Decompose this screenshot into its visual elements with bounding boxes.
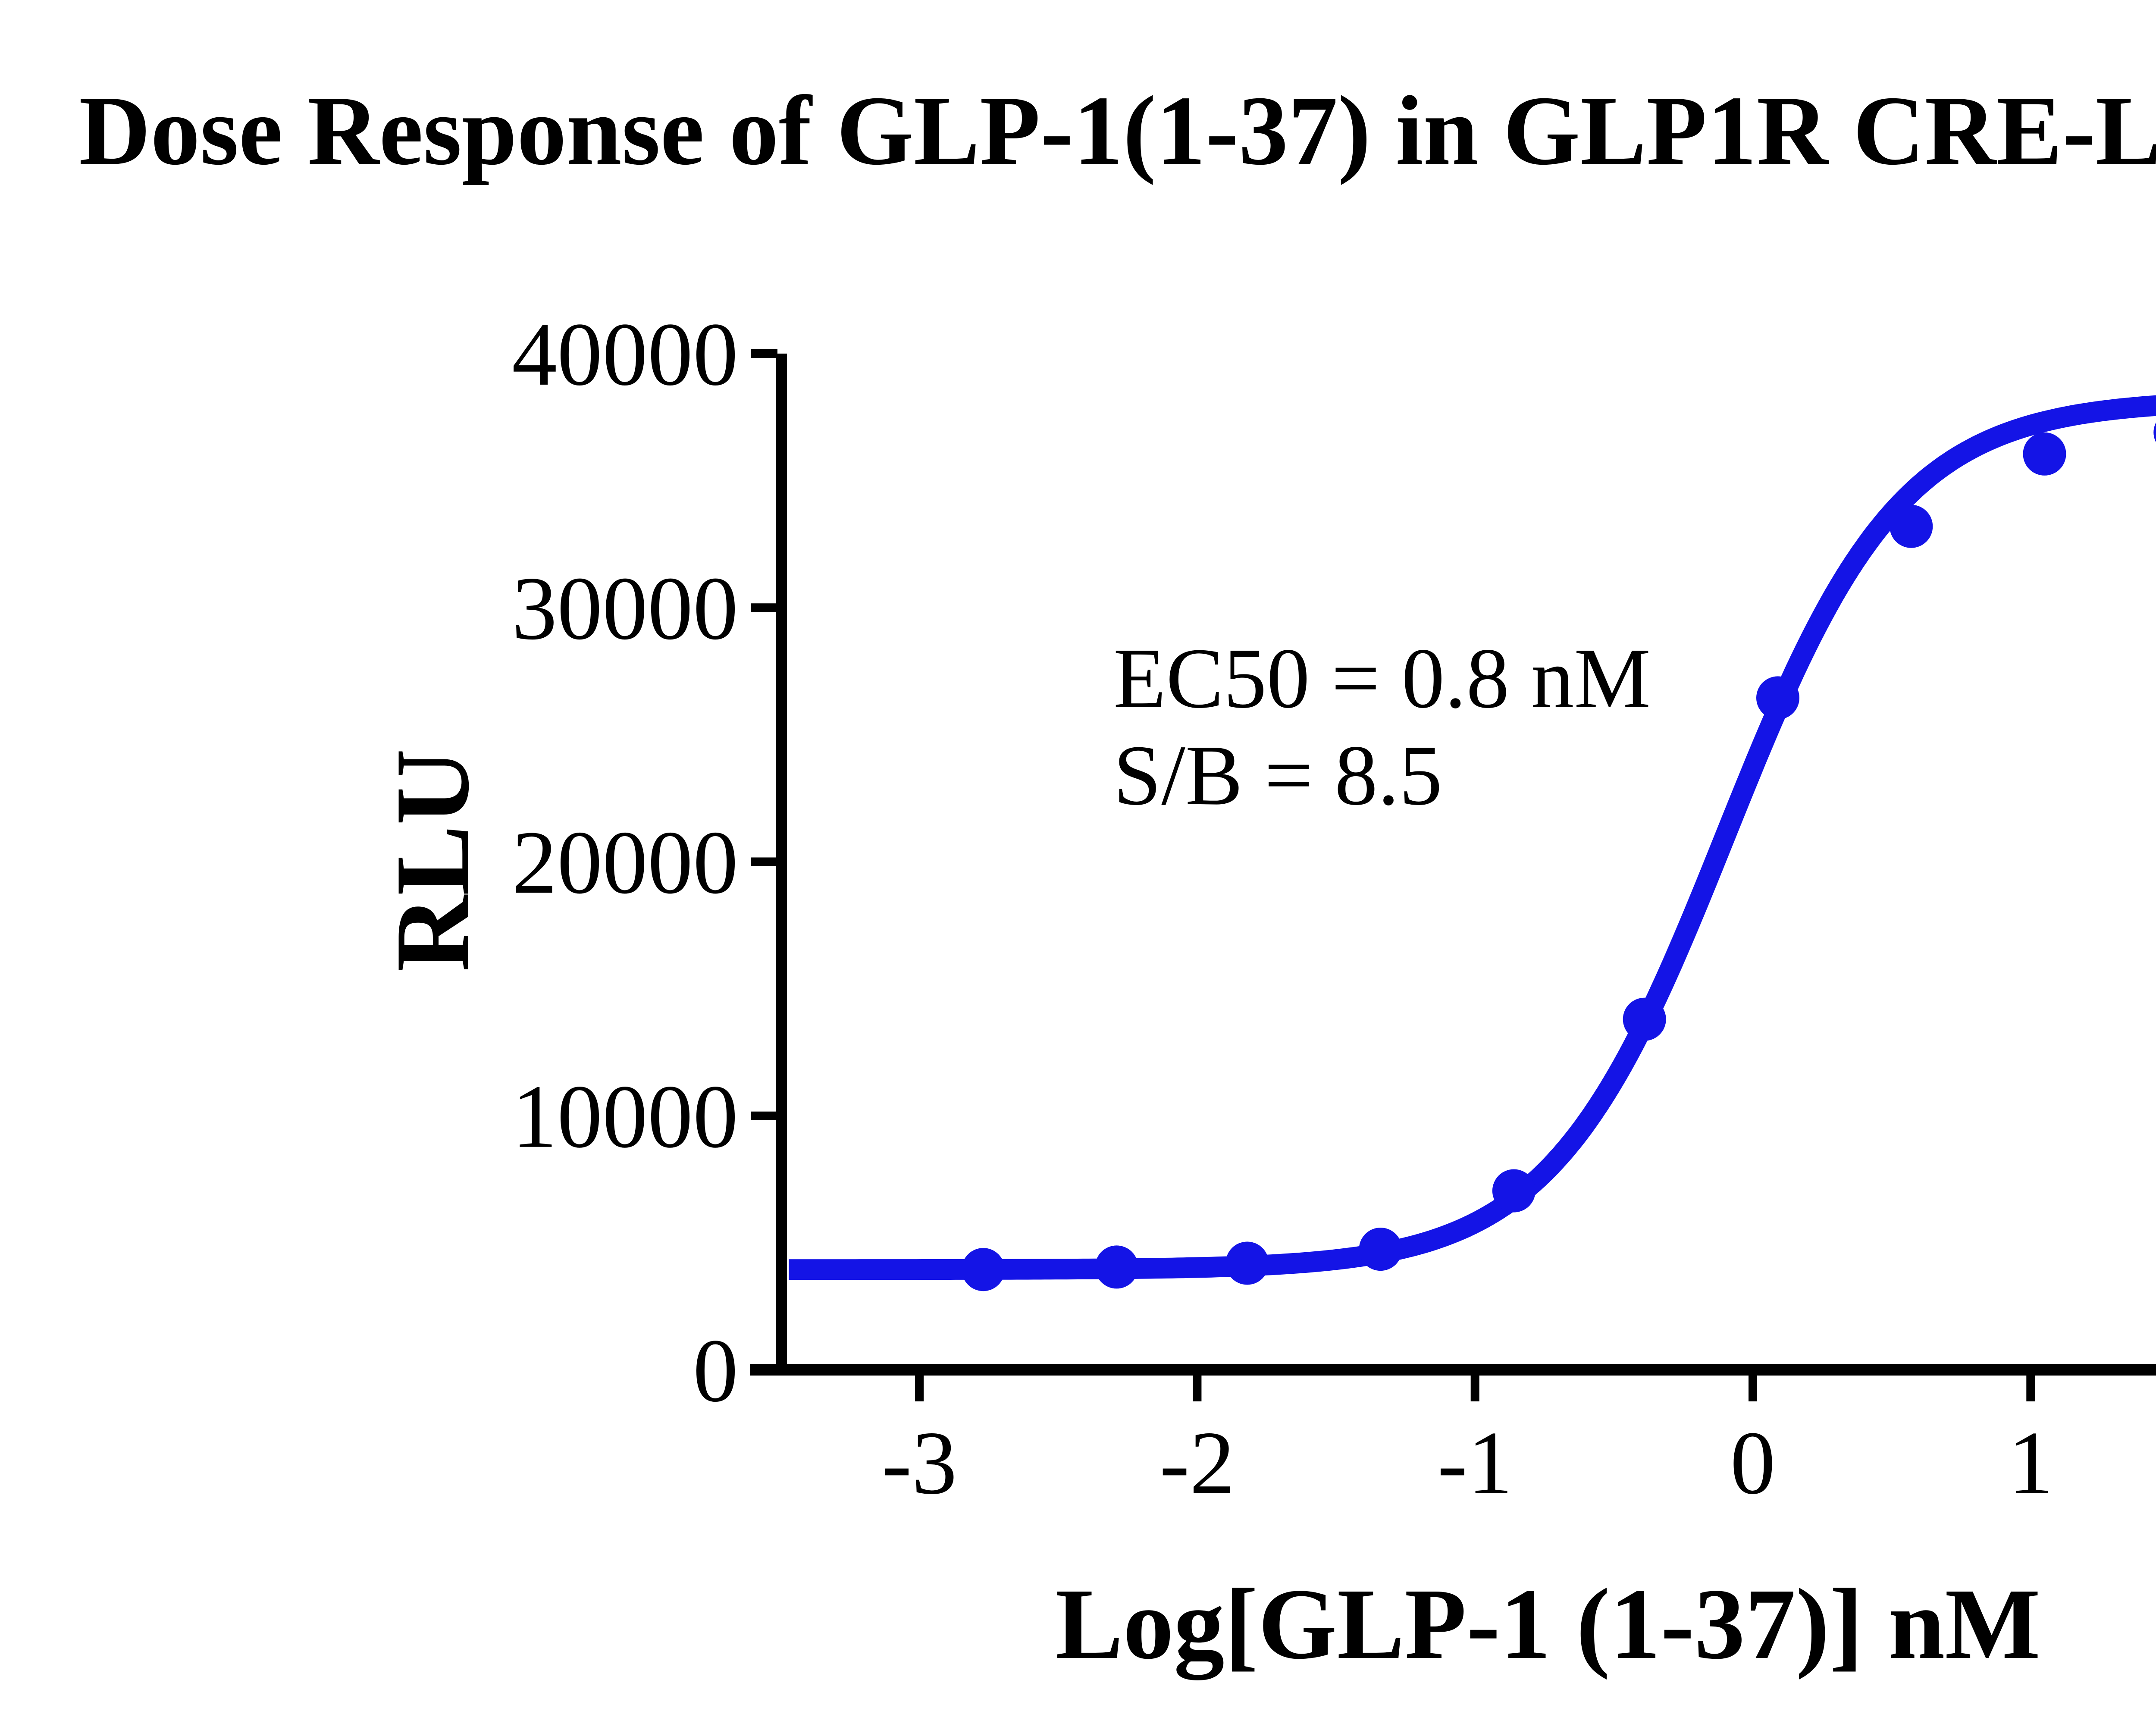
x-tick-label: 1 — [2008, 1413, 2053, 1513]
data-point — [1095, 1245, 1138, 1289]
data-point — [1225, 1241, 1269, 1285]
dose-response-fit-curve — [784, 395, 2156, 1280]
data-point — [2023, 432, 2066, 476]
y-tick-mark — [751, 1111, 777, 1120]
y-tick-label: 20000 — [512, 813, 738, 913]
data-point — [2153, 422, 2156, 442]
data-point — [1492, 1169, 1536, 1213]
y-tick-mark — [751, 857, 777, 866]
y-axis-title: RLU — [374, 749, 491, 971]
data-point — [1623, 997, 1666, 1041]
x-tick-label: 0 — [1730, 1413, 1776, 1513]
y-tick-label: 0 — [693, 1321, 738, 1421]
data-point — [1890, 505, 1933, 548]
signal-background-annotation: S/B = 8.5 — [1113, 728, 1442, 823]
x-tick-mark — [1193, 1375, 1202, 1401]
y-tick-label: 30000 — [512, 558, 738, 658]
data-points — [962, 422, 2156, 1291]
x-tick-mark — [2026, 1375, 2035, 1401]
chart-title: Dose Response of GLP-1(1-37) in GLP1R CR… — [79, 75, 2156, 185]
x-tick-label: -3 — [882, 1413, 957, 1513]
x-tick-mark — [1749, 1375, 1757, 1401]
data-point — [1756, 676, 1799, 720]
ec50-annotation: EC50 = 0.8 nM — [1113, 631, 1651, 726]
x-axis-title: Log[GLP-1 (1-37)] nM — [1056, 1568, 2040, 1680]
data-point — [962, 1248, 1005, 1291]
x-tick-label: -1 — [1437, 1413, 1513, 1513]
x-tick-label: -2 — [1159, 1413, 1235, 1513]
x-tick-mark — [915, 1375, 924, 1401]
x-tick-mark — [1470, 1375, 1479, 1401]
y-tick-label: 40000 — [512, 304, 738, 404]
x-axis-ticks: -3-2-1012 — [882, 1375, 2053, 1513]
y-tick-mark — [751, 349, 777, 358]
x-axis-line — [750, 1364, 2156, 1376]
data-point — [1359, 1228, 1402, 1271]
y-axis-line — [776, 354, 787, 1376]
y-tick-mark — [751, 1366, 777, 1374]
y-axis-ticks: 0 10000 20000 30000 40000 — [512, 304, 777, 1421]
y-tick-label: 10000 — [512, 1067, 738, 1167]
y-tick-mark — [751, 603, 777, 612]
